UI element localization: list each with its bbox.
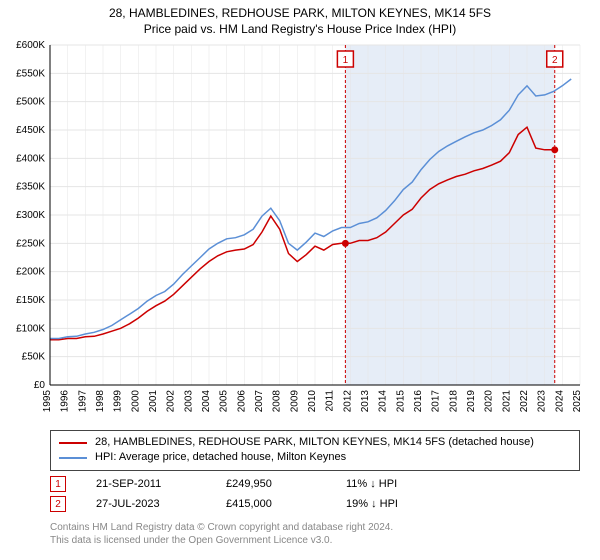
svg-text:1999: 1999 [113,390,124,413]
svg-text:2015: 2015 [395,390,406,413]
legend-label: 28, HAMBLEDINES, REDHOUSE PARK, MILTON K… [95,435,534,450]
svg-text:2017: 2017 [431,390,442,413]
svg-text:2010: 2010 [307,390,318,413]
footnote-line-1: Contains HM Land Registry data © Crown c… [50,522,393,535]
svg-text:2025: 2025 [572,390,583,413]
svg-text:£200K: £200K [16,267,45,278]
legend-swatch [59,457,87,459]
legend: 28, HAMBLEDINES, REDHOUSE PARK, MILTON K… [50,430,580,471]
svg-text:£50K: £50K [22,352,46,363]
footnote: Contains HM Land Registry data © Crown c… [50,522,393,547]
marker-table: 1 21-SEP-2011 £249,950 11% ↓ HPI 2 27-JUL-202… [50,472,580,512]
svg-text:£250K: £250K [16,238,45,249]
svg-text:2003: 2003 [183,390,194,413]
svg-text:1996: 1996 [60,390,71,413]
svg-text:£450K: £450K [16,125,45,136]
svg-text:2014: 2014 [378,390,389,413]
svg-text:£300K: £300K [16,210,45,221]
chart-svg: 12£0£50K£100K£150K£200K£250K£300K£350K£4… [50,45,580,415]
chart-title: 28, HAMBLEDINES, REDHOUSE PARK, MILTON K… [0,0,600,37]
svg-text:2002: 2002 [166,390,177,413]
svg-text:2004: 2004 [201,390,212,413]
svg-text:2: 2 [552,55,558,66]
svg-text:2012: 2012 [342,390,353,413]
marker-id-box: 1 [50,476,66,492]
svg-text:1997: 1997 [77,390,88,413]
svg-text:1: 1 [343,55,349,66]
svg-text:2000: 2000 [130,390,141,413]
svg-text:2022: 2022 [519,390,530,413]
svg-text:£0: £0 [34,380,46,391]
marker-delta: 19% ↓ HPI [346,498,398,510]
svg-text:2020: 2020 [484,390,495,413]
svg-text:2009: 2009 [289,390,300,413]
svg-text:1995: 1995 [42,390,53,413]
legend-swatch [59,442,87,444]
svg-text:2011: 2011 [325,390,336,412]
svg-text:2016: 2016 [413,390,424,413]
svg-text:£100K: £100K [16,323,45,334]
legend-row: HPI: Average price, detached house, Milt… [59,450,571,465]
svg-text:2024: 2024 [554,390,565,413]
svg-text:£500K: £500K [16,97,45,108]
svg-text:£600K: £600K [16,40,45,51]
marker-price: £249,950 [226,478,316,490]
svg-text:£150K: £150K [16,295,45,306]
svg-text:£350K: £350K [16,182,45,193]
marker-row: 1 21-SEP-2011 £249,950 11% ↓ HPI [50,476,580,492]
svg-text:£400K: £400K [16,153,45,164]
title-line-2: Price paid vs. HM Land Registry's House … [0,22,600,38]
svg-text:1998: 1998 [95,390,106,413]
marker-delta: 11% ↓ HPI [346,478,397,490]
legend-label: HPI: Average price, detached house, Milt… [95,450,346,465]
svg-text:2007: 2007 [254,390,265,413]
svg-text:2021: 2021 [501,390,512,413]
svg-text:2008: 2008 [272,390,283,413]
svg-text:£550K: £550K [16,68,45,79]
marker-id-box: 2 [50,496,66,512]
svg-text:2005: 2005 [219,390,230,413]
svg-text:2018: 2018 [448,390,459,413]
footnote-line-2: This data is licensed under the Open Gov… [50,535,393,548]
marker-date: 27-JUL-2023 [96,498,196,510]
marker-date: 21-SEP-2011 [96,478,196,490]
svg-text:2013: 2013 [360,390,371,413]
svg-text:2006: 2006 [236,390,247,413]
title-line-1: 28, HAMBLEDINES, REDHOUSE PARK, MILTON K… [0,6,600,22]
svg-text:2001: 2001 [148,390,159,413]
marker-row: 2 27-JUL-2023 £415,000 19% ↓ HPI [50,496,580,512]
svg-text:2019: 2019 [466,390,477,413]
chart-plot: 12£0£50K£100K£150K£200K£250K£300K£350K£4… [50,45,580,415]
legend-row: 28, HAMBLEDINES, REDHOUSE PARK, MILTON K… [59,435,571,450]
marker-price: £415,000 [226,498,316,510]
svg-text:2023: 2023 [537,390,548,413]
